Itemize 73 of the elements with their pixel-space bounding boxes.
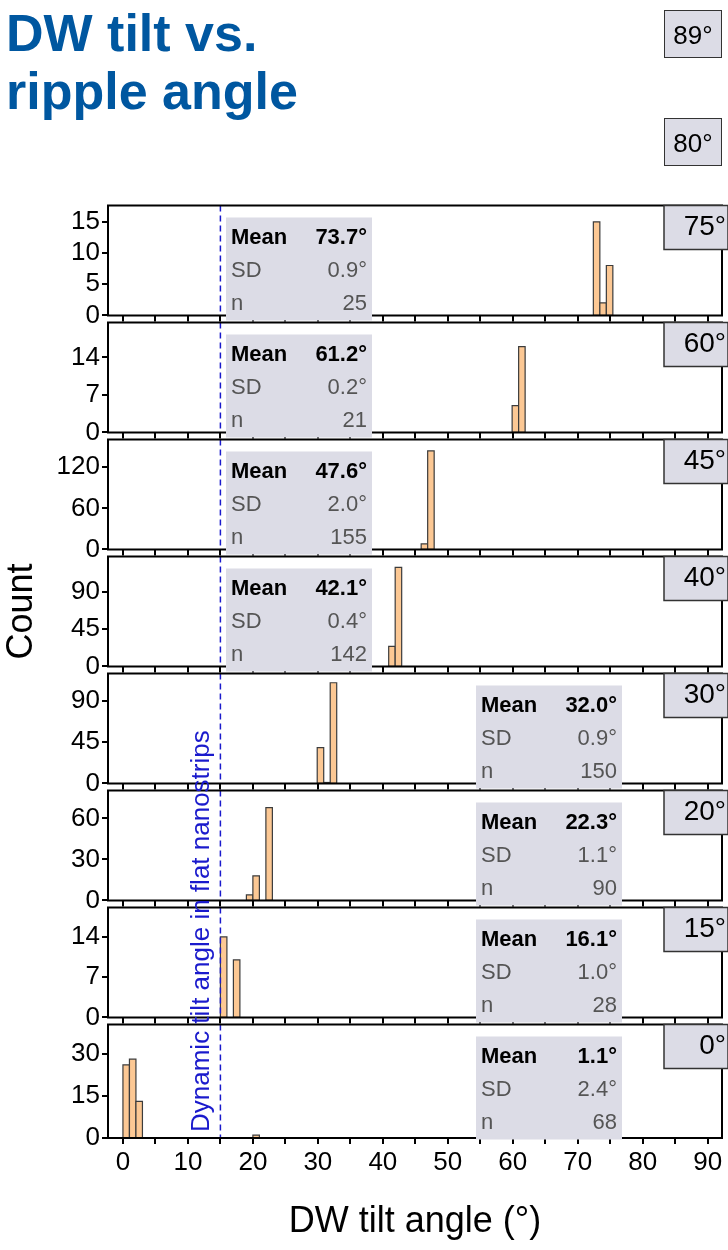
y-tick-label: 15 (71, 204, 100, 235)
text: SD 0.9° (481, 724, 617, 750)
x-tick-label: 90 (693, 1145, 723, 1176)
y-tick-label: 90 (71, 574, 100, 605)
x-tick-label: 20 (238, 1145, 268, 1176)
text: Mean 47.6° (231, 457, 367, 483)
y-tick-label: 0 (85, 766, 100, 797)
y-tick-label: 0 (85, 649, 100, 680)
text: n 155 (231, 523, 367, 549)
y-tick-label: 15 (71, 1078, 100, 1109)
text: Mean 32.0° (481, 691, 617, 717)
annotation: 75° (683, 210, 726, 242)
y-tick-label: 5 (85, 267, 100, 298)
y-tick-label: 7 (85, 378, 100, 409)
x-tick-label: 10 (173, 1145, 203, 1176)
y-tick-label: 45 (71, 612, 100, 643)
x-tick-label: 60 (498, 1145, 528, 1176)
text: n 21 (231, 406, 367, 432)
text: 89° (664, 10, 722, 58)
text: Mean 73.7° (231, 223, 367, 249)
text: SD 2.4° (481, 1075, 617, 1101)
annotation: 30° (683, 678, 726, 710)
y-tick-label: 30 (71, 842, 100, 873)
text: Mean 61.2° (231, 340, 367, 366)
annotation: 60° (683, 327, 726, 359)
y-tick-label: 60 (71, 491, 100, 522)
text: SD 2.0° (231, 490, 367, 516)
text: Mean 1.1° (481, 1042, 617, 1068)
y-tick-label: 14 (71, 920, 100, 951)
y-tick-label: 0 (85, 1000, 100, 1031)
text: n 68 (481, 1108, 617, 1134)
y-tick-label: 0 (85, 883, 100, 914)
y-tick-label: 10 (71, 236, 100, 267)
ref-line-label: Dynamic tilt angle in flat nanostrips (185, 730, 216, 1132)
x-tick-label: 30 (303, 1145, 333, 1176)
annotation: 20° (683, 795, 726, 827)
text: SD 0.4° (231, 607, 367, 633)
y-axis-title: Count (0, 563, 40, 660)
text: DW tilt vs. ripple angle (6, 4, 299, 120)
y-tick-label: 0 (85, 415, 100, 446)
y-tick-label: 45 (71, 725, 100, 756)
annotation: 40° (683, 561, 726, 593)
text: n 150 (481, 757, 617, 783)
x-tick-label: 0 (115, 1145, 131, 1176)
x-axis-title: DW tilt angle (°) (288, 1199, 542, 1241)
text: Mean 22.3° (481, 808, 617, 834)
annotation: 45° (683, 444, 726, 476)
y-tick-label: 60 (71, 801, 100, 832)
text: SD 1.0° (481, 958, 617, 984)
y-tick-label: 30 (71, 1036, 100, 1067)
y-tick-label: 0 (85, 532, 100, 563)
x-tick-label: 50 (433, 1145, 463, 1176)
text: n 90 (481, 874, 617, 900)
x-tick-label: 80 (628, 1145, 658, 1176)
y-tick-label: 0 (85, 1121, 100, 1152)
x-tick-label: 40 (368, 1145, 398, 1176)
annotation: 0° (699, 1029, 726, 1061)
y-tick-label: 7 (85, 960, 100, 991)
y-tick-label: 90 (71, 684, 100, 715)
text: Mean 42.1° (231, 574, 367, 600)
text: SD 1.1° (481, 841, 617, 867)
text: SD 0.2° (231, 373, 367, 399)
text: n 142 (231, 640, 367, 666)
y-tick-label: 14 (71, 340, 100, 371)
y-tick-label: 120 (56, 450, 100, 481)
text: n 28 (481, 991, 617, 1017)
y-tick-label: 0 (85, 298, 100, 329)
text: Mean 16.1° (481, 925, 617, 951)
annotation: 15° (683, 912, 726, 944)
text: SD 0.9° (231, 256, 367, 282)
x-tick-label: 70 (563, 1145, 593, 1176)
text: 80° (664, 118, 722, 166)
text: n 25 (231, 289, 367, 315)
